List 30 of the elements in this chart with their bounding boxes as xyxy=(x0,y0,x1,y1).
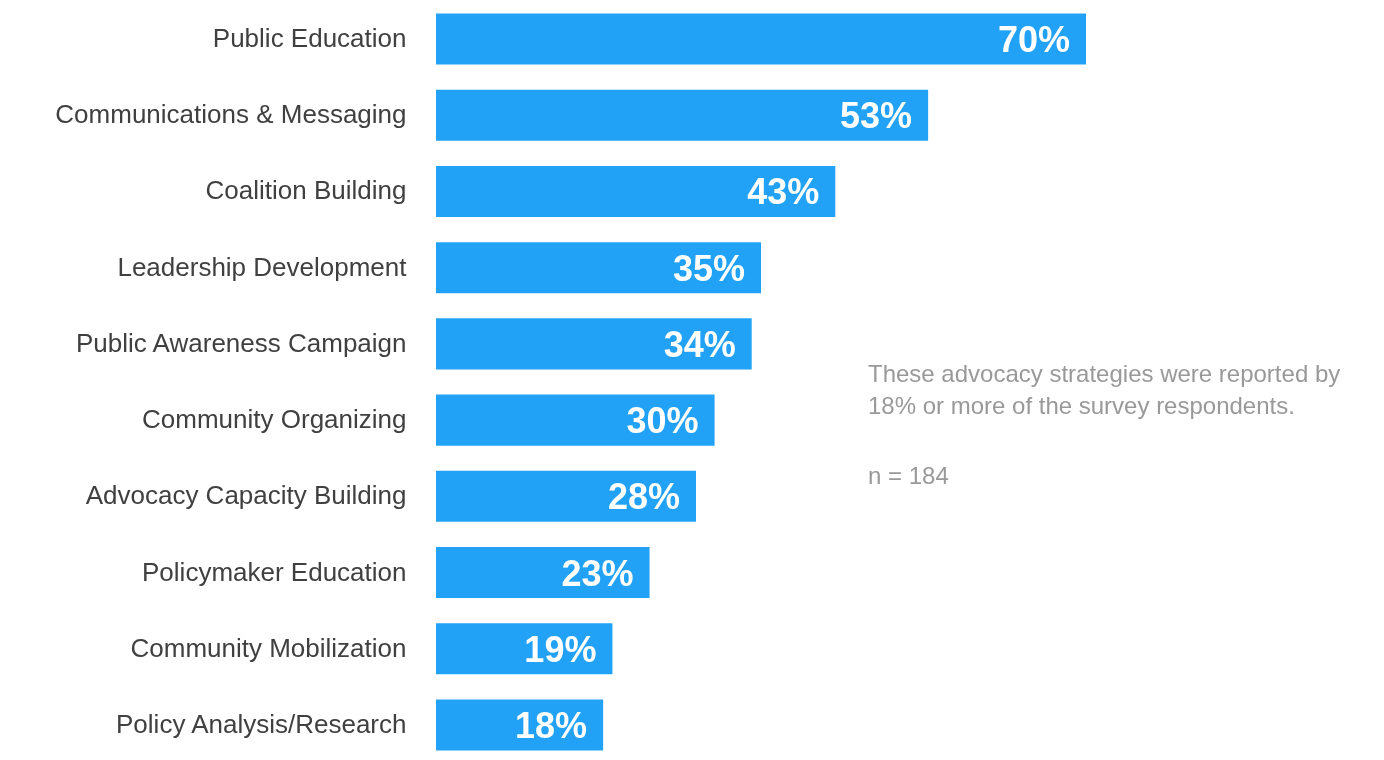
data-label: 19% xyxy=(524,628,597,670)
bar xyxy=(436,470,696,522)
bar xyxy=(436,89,929,141)
y-tick-label: Community Mobilization xyxy=(130,632,407,663)
data-label: 23% xyxy=(561,552,634,594)
y-tick-label: Policy Analysis/Research xyxy=(116,708,407,739)
bar xyxy=(436,394,715,446)
data-label: 53% xyxy=(840,95,913,137)
bar xyxy=(436,13,1086,65)
annotation: n = 184 xyxy=(868,461,950,491)
data-label: 35% xyxy=(672,247,745,289)
bar xyxy=(436,546,650,599)
y-tick-label: Leadership Development xyxy=(117,251,408,282)
data-label: 70% xyxy=(997,19,1070,61)
bar xyxy=(436,242,761,294)
bar xyxy=(436,165,836,218)
y-tick-label: Public Awareness Campaign xyxy=(76,327,407,358)
annotation: These advocacy strategies were reported by 18% or more of the survey respondents. xyxy=(868,359,1342,421)
y-tick-label: Policymaker Education xyxy=(142,556,407,587)
y-tick-label: Advocacy Capacity Building xyxy=(85,480,407,511)
data-label: 28% xyxy=(607,476,680,518)
y-tick-label: Coalition Building xyxy=(205,175,407,206)
data-label: 43% xyxy=(747,171,820,213)
bar xyxy=(436,318,752,370)
data-label: 30% xyxy=(626,400,699,442)
y-tick-label: Public Education xyxy=(212,23,407,54)
y-tick-label: Communications & Messaging xyxy=(55,99,407,130)
data-label: 18% xyxy=(515,704,588,746)
data-label: 34% xyxy=(663,323,736,365)
y-tick-label: Community Organizing xyxy=(142,404,407,435)
